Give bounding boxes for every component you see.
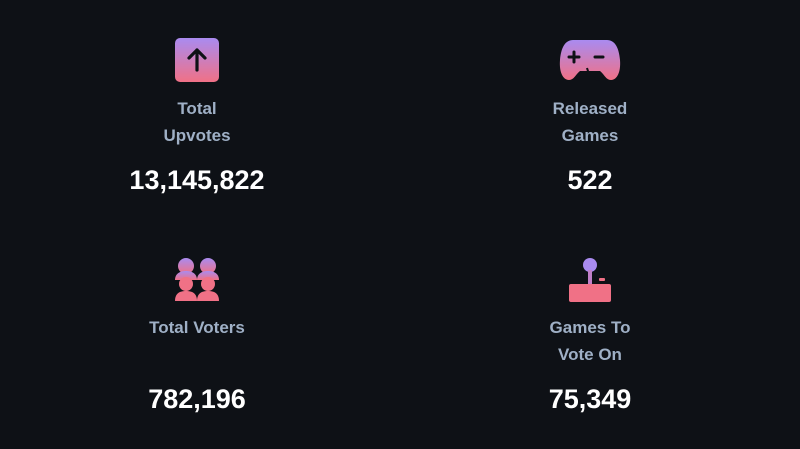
stat-value: 522 xyxy=(567,165,613,195)
stat-label-line: Total xyxy=(177,99,217,118)
gamepad-icon xyxy=(559,38,621,87)
upvote-icon xyxy=(175,38,219,87)
stat-total-voters: Total Voters 782,196 xyxy=(47,220,347,449)
stat-label: Total Upvotes xyxy=(47,95,347,149)
users-icon xyxy=(174,256,220,307)
stat-value: 782,196 xyxy=(148,384,246,414)
stat-label-line: Vote On xyxy=(558,345,622,364)
stat-label-line: Released xyxy=(552,99,628,118)
stat-label: Total Voters xyxy=(47,314,347,341)
stat-label-line: Total Voters xyxy=(149,318,245,337)
stat-label: Games To Vote On xyxy=(440,314,740,368)
stat-value: 13,145,822 xyxy=(129,165,265,195)
stat-label-line: Games xyxy=(561,126,619,145)
stat-label-line: Upvotes xyxy=(163,126,231,145)
stat-value: 75,349 xyxy=(548,384,632,414)
stat-released-games: Released Games 522 xyxy=(440,0,740,220)
stat-label-line: Games To xyxy=(549,318,631,337)
joystick-icon xyxy=(569,258,611,307)
stat-games-to-vote-on: Games To Vote On 75,349 xyxy=(440,220,740,449)
stat-label: Released Games xyxy=(440,95,740,149)
stat-total-upvotes: Total Upvotes 13,145,822 xyxy=(47,0,347,220)
